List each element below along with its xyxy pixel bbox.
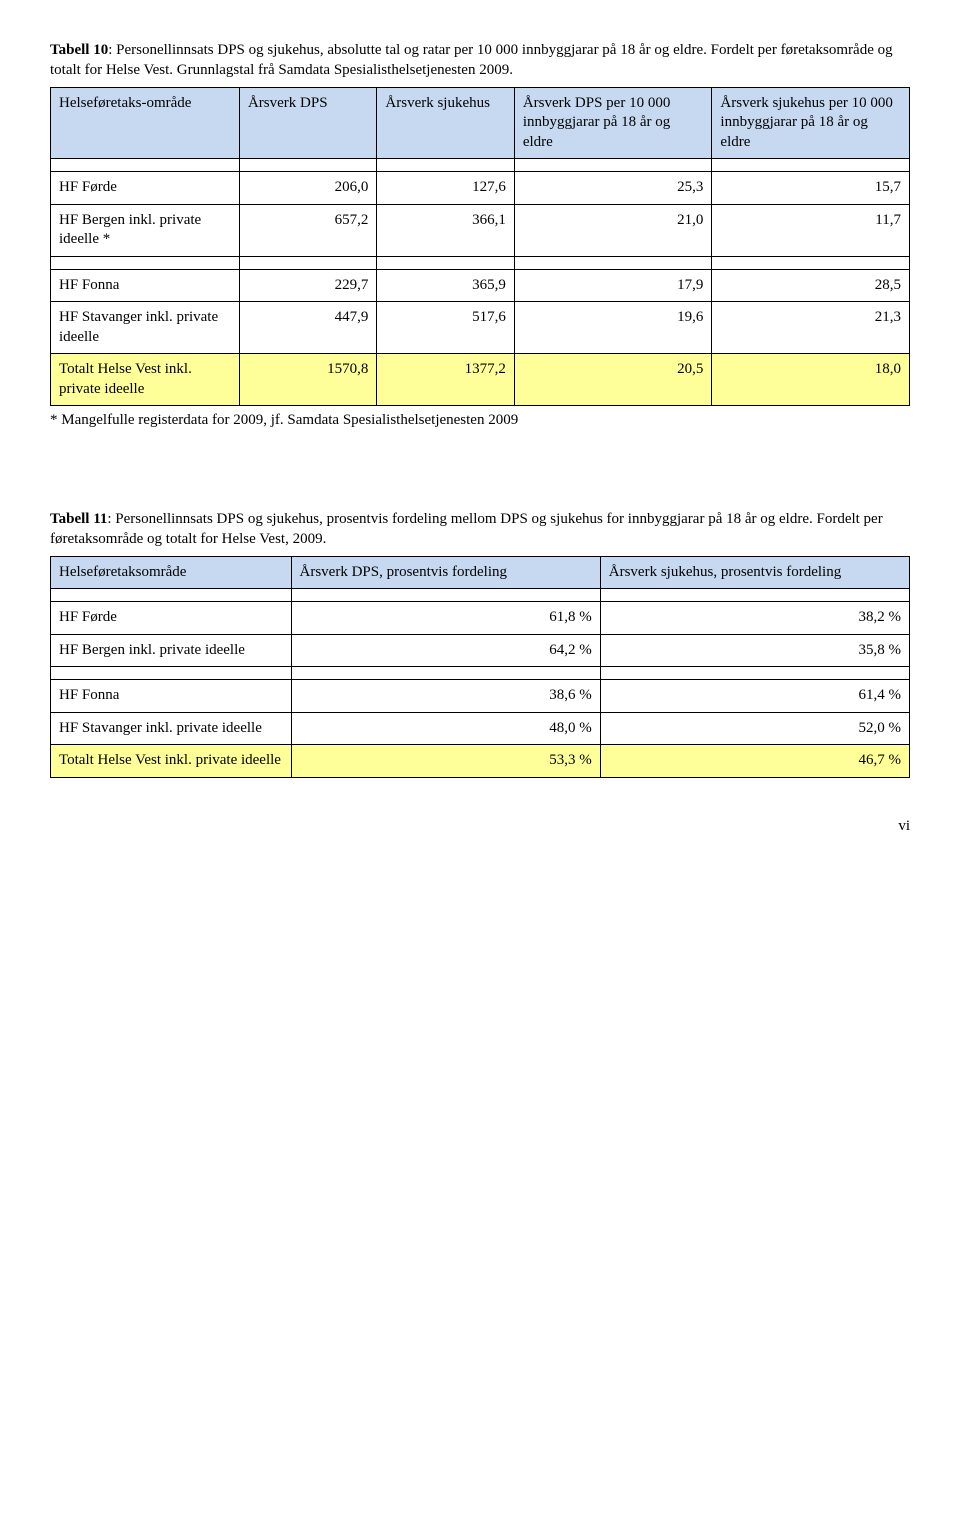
cell: 127,6	[377, 172, 514, 205]
table-row: HF Fonna 229,7 365,9 17,9 28,5	[51, 269, 910, 302]
cell: 21,3	[712, 302, 910, 354]
cell: 38,6 %	[291, 680, 600, 713]
cell: 657,2	[239, 204, 376, 256]
cell: 64,2 %	[291, 634, 600, 667]
cell: 1377,2	[377, 354, 514, 406]
cell: 48,0 %	[291, 712, 600, 745]
cell: 28,5	[712, 269, 910, 302]
table11-header-row: Helseføretaksområde Årsverk DPS, prosent…	[51, 556, 910, 589]
table-row: HF Stavanger inkl. private ideelle 447,9…	[51, 302, 910, 354]
table11-caption-text: : Personellinnsats DPS og sjukehus, pros…	[50, 511, 883, 547]
cell: 38,2 %	[600, 602, 909, 635]
cell: 229,7	[239, 269, 376, 302]
table10-caption-bold: Tabell 10	[50, 42, 108, 58]
cell: 18,0	[712, 354, 910, 406]
cell: 11,7	[712, 204, 910, 256]
table10-caption: Tabell 10: Personellinnsats DPS og sjuke…	[50, 40, 910, 81]
cell: 206,0	[239, 172, 376, 205]
cell: 52,0 %	[600, 712, 909, 745]
row-label: HF Bergen inkl. private ideelle	[51, 634, 292, 667]
table10-header-row: Helseføretaks-område Årsverk DPS Årsverk…	[51, 87, 910, 159]
table-row: HF Førde 206,0 127,6 25,3 15,7	[51, 172, 910, 205]
cell: 517,6	[377, 302, 514, 354]
table10-total-row: Totalt Helse Vest inkl. private ideelle …	[51, 354, 910, 406]
table11-total-row: Totalt Helse Vest inkl. private ideelle …	[51, 745, 910, 778]
cell: 46,7 %	[600, 745, 909, 778]
table-row: HF Fonna 38,6 % 61,4 %	[51, 680, 910, 713]
row-label: HF Bergen inkl. private ideelle *	[51, 204, 240, 256]
cell: 365,9	[377, 269, 514, 302]
table10-h1: Årsverk DPS	[239, 87, 376, 159]
table10: Helseføretaks-område Årsverk DPS Årsverk…	[50, 87, 910, 407]
table10-h3: Årsverk DPS per 10 000 innbyggjarar på 1…	[514, 87, 712, 159]
table10-footnote: * Mangelfulle registerdata for 2009, jf.…	[50, 412, 910, 429]
cell: 19,6	[514, 302, 712, 354]
cell: 366,1	[377, 204, 514, 256]
table11: Helseføretaksområde Årsverk DPS, prosent…	[50, 556, 910, 778]
cell: 15,7	[712, 172, 910, 205]
cell: 61,4 %	[600, 680, 909, 713]
cell: 53,3 %	[291, 745, 600, 778]
row-label: HF Førde	[51, 602, 292, 635]
row-label: HF Førde	[51, 172, 240, 205]
table-row: HF Bergen inkl. private ideelle * 657,2 …	[51, 204, 910, 256]
table11-h2: Årsverk sjukehus, prosentvis fordeling	[600, 556, 909, 589]
table10-h0: Helseføretaks-område	[51, 87, 240, 159]
row-label: Totalt Helse Vest inkl. private ideelle	[51, 354, 240, 406]
table11-caption: Tabell 11: Personellinnsats DPS og sjuke…	[50, 509, 910, 550]
cell: 447,9	[239, 302, 376, 354]
page-number: vi	[50, 818, 910, 835]
table-row: HF Førde 61,8 % 38,2 %	[51, 602, 910, 635]
table10-h2: Årsverk sjukehus	[377, 87, 514, 159]
cell: 20,5	[514, 354, 712, 406]
table-row: HF Stavanger inkl. private ideelle 48,0 …	[51, 712, 910, 745]
table10-caption-text: : Personellinnsats DPS og sjukehus, abso…	[50, 42, 893, 78]
table10-h4: Årsverk sjukehus per 10 000 innbyggjarar…	[712, 87, 910, 159]
table11-caption-bold: Tabell 11	[50, 511, 107, 527]
cell: 25,3	[514, 172, 712, 205]
row-label: HF Fonna	[51, 269, 240, 302]
cell: 35,8 %	[600, 634, 909, 667]
row-label: Totalt Helse Vest inkl. private ideelle	[51, 745, 292, 778]
cell: 21,0	[514, 204, 712, 256]
row-label: HF Fonna	[51, 680, 292, 713]
cell: 17,9	[514, 269, 712, 302]
cell: 1570,8	[239, 354, 376, 406]
table11-h1: Årsverk DPS, prosentvis fordeling	[291, 556, 600, 589]
table-row: HF Bergen inkl. private ideelle 64,2 % 3…	[51, 634, 910, 667]
row-label: HF Stavanger inkl. private ideelle	[51, 302, 240, 354]
table11-h0: Helseføretaksområde	[51, 556, 292, 589]
cell: 61,8 %	[291, 602, 600, 635]
row-label: HF Stavanger inkl. private ideelle	[51, 712, 292, 745]
